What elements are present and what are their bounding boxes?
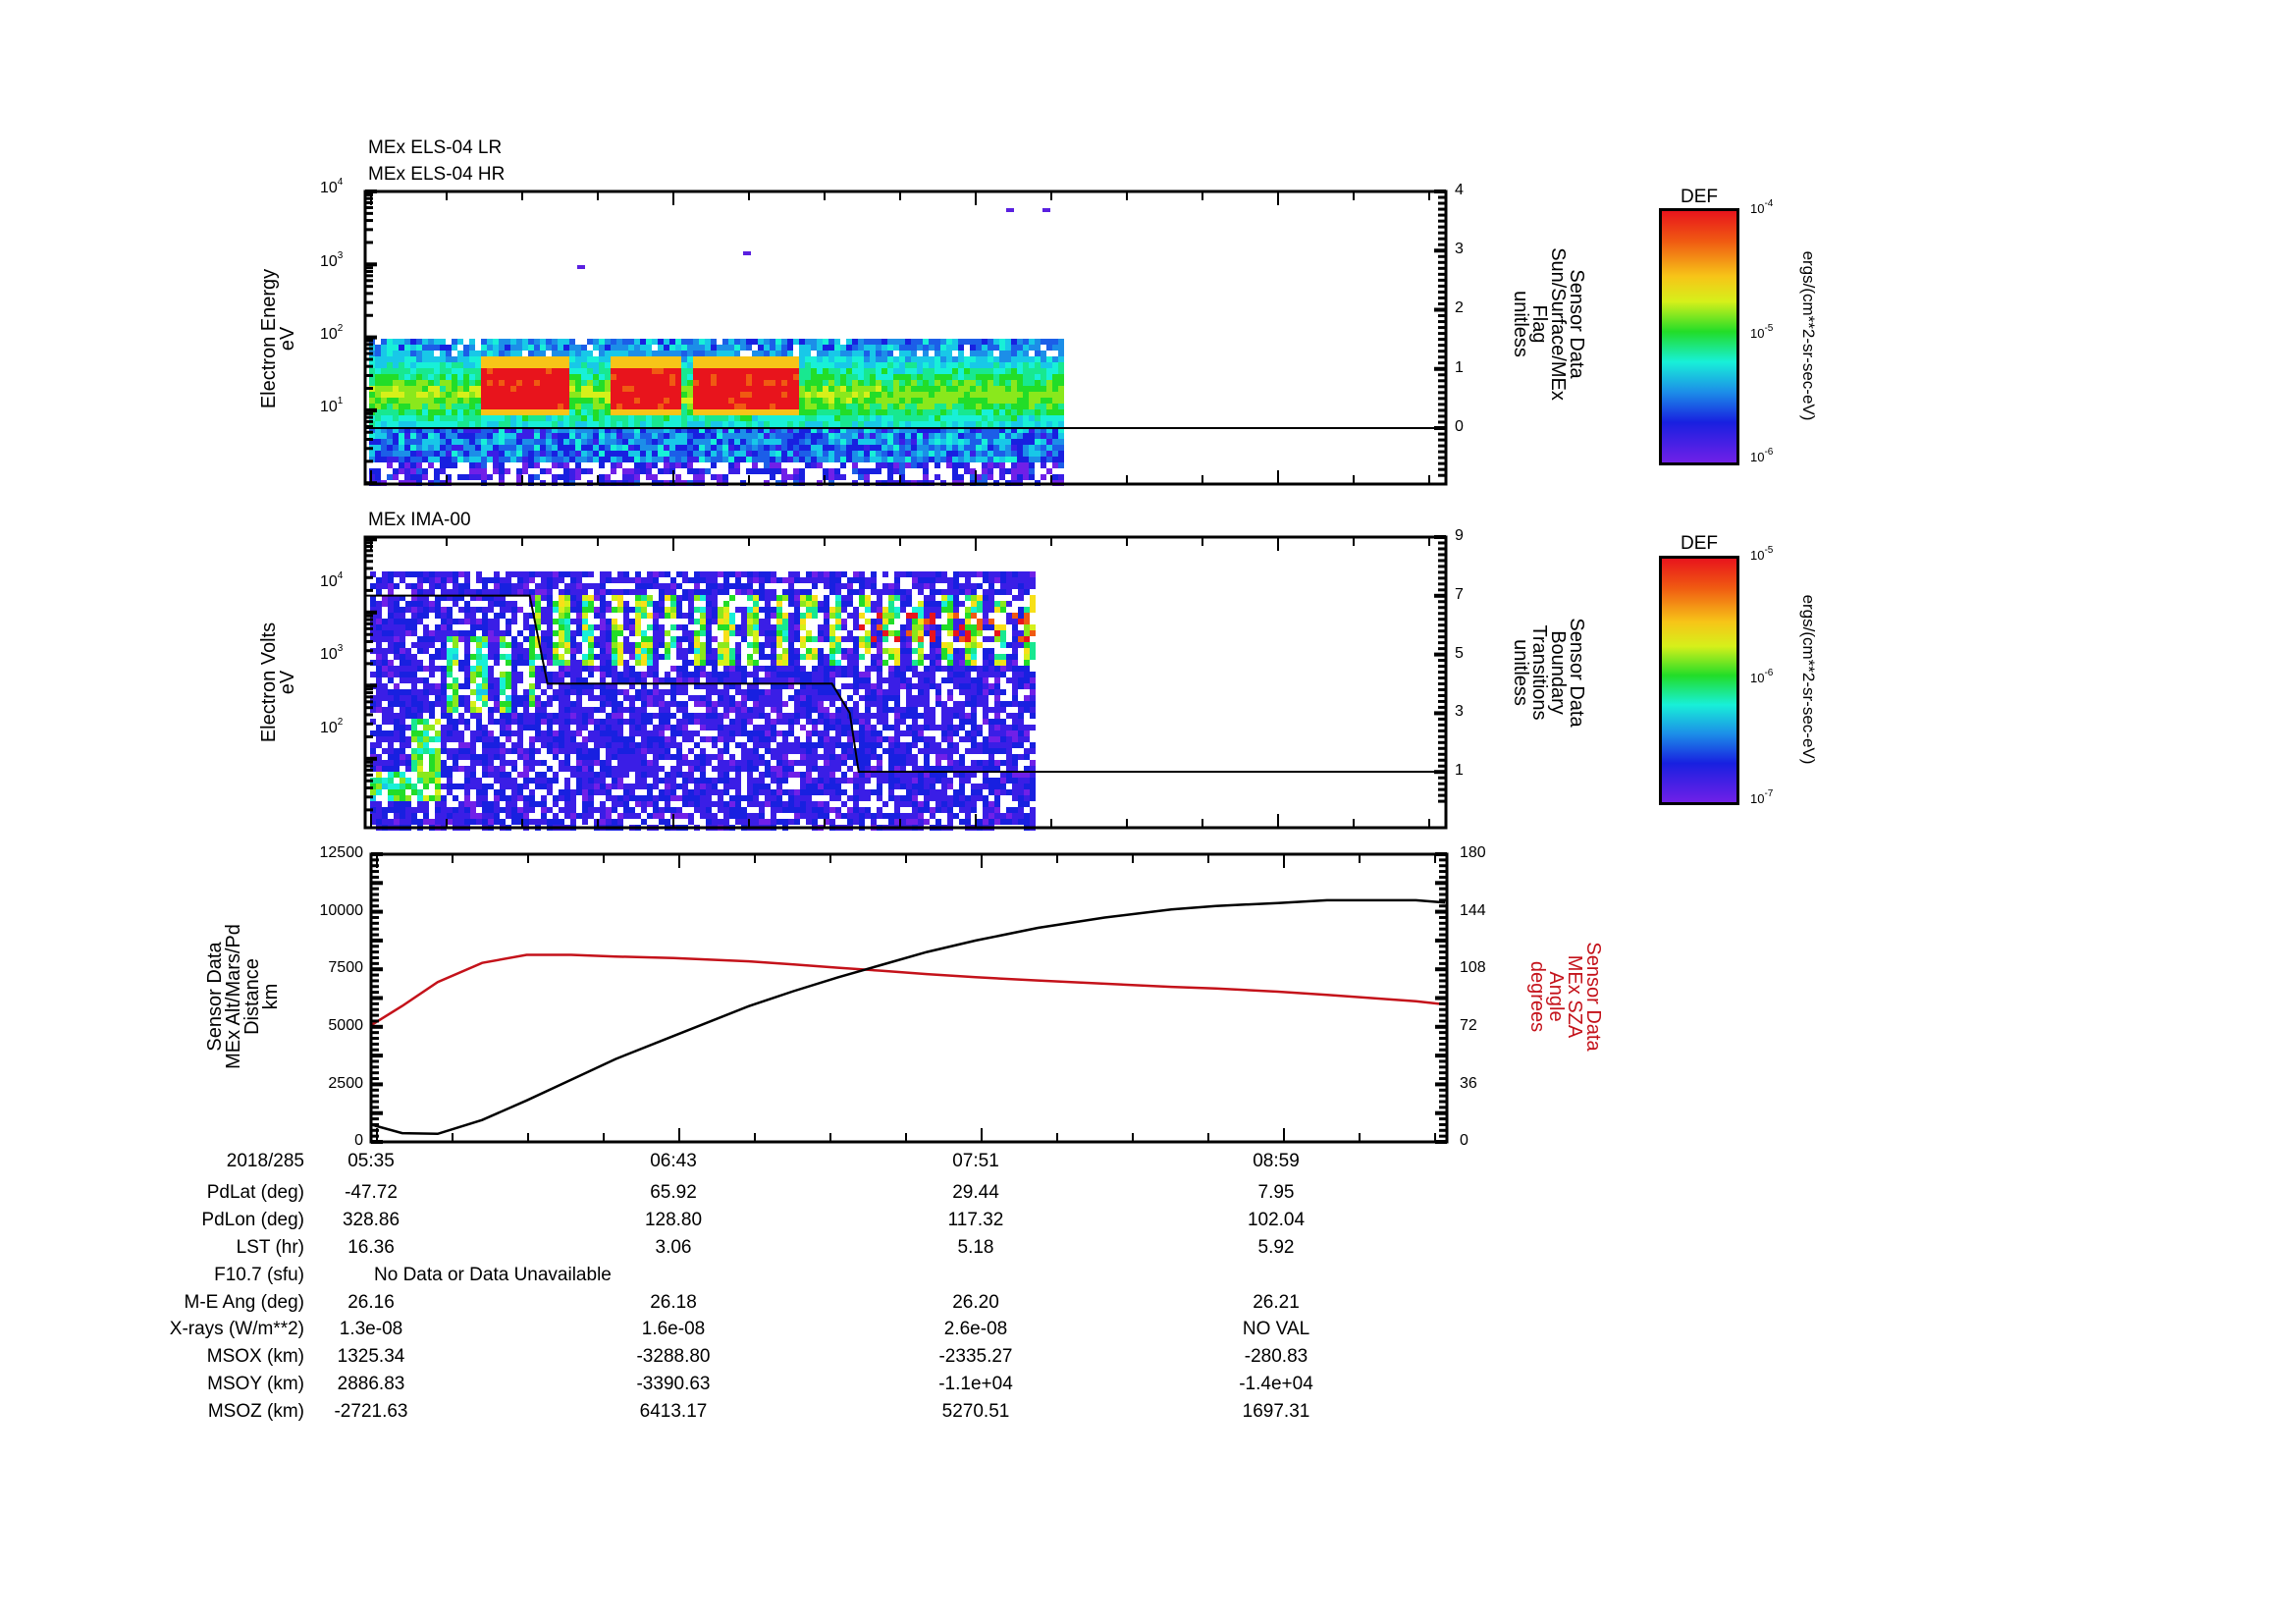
ephemeris-value: 1697.31 bbox=[1242, 1401, 1310, 1422]
ephemeris-value: 2886.83 bbox=[337, 1374, 405, 1394]
ima-colorbar-min: 10-7 bbox=[1750, 788, 1774, 806]
ephemeris-value: 1.3e-08 bbox=[339, 1319, 403, 1339]
ephemeris-value: NO VAL bbox=[1242, 1319, 1310, 1339]
orbit-y2-axis-label: Sensor Data MEx SZA Angle degrees bbox=[1526, 942, 1604, 1052]
els-colorbar bbox=[1659, 208, 1739, 465]
ima-colorbar-max: 10-5 bbox=[1750, 545, 1774, 563]
ephemeris-row-label: X-rays (W/m**2) bbox=[169, 1319, 304, 1339]
time-label: 05:35 bbox=[347, 1151, 395, 1171]
ima-colorbar-title: DEF bbox=[1681, 533, 1718, 554]
ephemeris-value: 5.18 bbox=[957, 1237, 994, 1258]
els-title-lr: MEx ELS-04 LR bbox=[368, 137, 503, 158]
ephemeris-note: No Data or Data Unavailable bbox=[374, 1265, 612, 1285]
ephemeris-value: -1.1e+04 bbox=[938, 1374, 1013, 1394]
ephemeris-row-label: MSOY (km) bbox=[207, 1374, 304, 1394]
els-y2tick: 4 bbox=[1455, 182, 1464, 198]
time-label: 06:43 bbox=[650, 1151, 697, 1171]
orbit-ytick: 2500 bbox=[328, 1075, 363, 1092]
ima-y2tick: 9 bbox=[1455, 527, 1464, 544]
els-colorbar-max: 10-4 bbox=[1750, 198, 1774, 216]
els-y2tick: 3 bbox=[1455, 241, 1464, 257]
ephemeris-value: 3.06 bbox=[655, 1237, 692, 1258]
ephemeris-row-label: MSOX (km) bbox=[206, 1346, 304, 1367]
date-label: 2018/285 bbox=[226, 1151, 304, 1171]
ephemeris-value: 1325.34 bbox=[337, 1346, 405, 1367]
time-label: 07:51 bbox=[952, 1151, 999, 1171]
ephemeris-value: 117.32 bbox=[947, 1210, 1004, 1230]
orbit-y2tick: 0 bbox=[1460, 1132, 1468, 1149]
ephemeris-value: -47.72 bbox=[345, 1182, 398, 1203]
ephemeris-value: 16.36 bbox=[347, 1237, 395, 1258]
ima-colorbar-mid: 10-6 bbox=[1750, 668, 1774, 685]
els-ytick-1e1: 101 bbox=[320, 396, 344, 415]
orbit-ytick: 12500 bbox=[319, 844, 364, 861]
orbit-ytick: 7500 bbox=[328, 959, 363, 976]
orbit-ytick: 5000 bbox=[328, 1017, 363, 1034]
ima-title: MEx IMA-00 bbox=[368, 510, 471, 530]
ephemeris-value: -2335.27 bbox=[938, 1346, 1013, 1367]
ephemeris-row-label: LST (hr) bbox=[236, 1237, 304, 1258]
els-ytick-1e3: 103 bbox=[320, 250, 344, 270]
els-y2tick: 1 bbox=[1455, 359, 1464, 376]
els-ytick-1e4: 104 bbox=[320, 177, 344, 196]
ephemeris-value: -3288.80 bbox=[636, 1346, 711, 1367]
orbit-y2tick: 144 bbox=[1460, 902, 1486, 919]
ima-y2tick: 7 bbox=[1455, 586, 1464, 603]
orbit-ytick: 0 bbox=[354, 1132, 363, 1149]
ima-colorbar bbox=[1659, 556, 1739, 805]
ephemeris-row-label: M-E Ang (deg) bbox=[184, 1292, 305, 1313]
orbit-y2tick: 36 bbox=[1460, 1075, 1477, 1092]
orbit-ytick: 10000 bbox=[319, 902, 364, 919]
orbit-y2tick: 108 bbox=[1460, 959, 1486, 976]
ephemeris-value: 65.92 bbox=[650, 1182, 697, 1203]
ephemeris-value: 128.80 bbox=[644, 1210, 703, 1230]
orbit-y2tick: 180 bbox=[1460, 844, 1486, 861]
ephemeris-value: 26.16 bbox=[347, 1292, 395, 1313]
ephemeris-value: 26.21 bbox=[1253, 1292, 1300, 1313]
time-label: 08:59 bbox=[1253, 1151, 1300, 1171]
ephemeris-value: 102.04 bbox=[1247, 1210, 1306, 1230]
ephemeris-value: 6413.17 bbox=[639, 1401, 708, 1422]
ima-ytick-1e4: 104 bbox=[320, 570, 344, 590]
orbit-y-axis-label: Sensor Data MEx Alt/Mars/Pd Distance km bbox=[204, 924, 282, 1069]
ima-ytick-1e3: 103 bbox=[320, 643, 344, 663]
ephemeris-value: 26.18 bbox=[650, 1292, 697, 1313]
ima-y2tick: 3 bbox=[1455, 703, 1464, 720]
ephemeris-value: -1.4e+04 bbox=[1239, 1374, 1313, 1394]
ephemeris-row-label: F10.7 (sfu) bbox=[214, 1265, 304, 1285]
ephemeris-value: 29.44 bbox=[952, 1182, 999, 1203]
els-colorbar-min: 10-6 bbox=[1750, 447, 1774, 464]
ephemeris-value: -2721.63 bbox=[334, 1401, 408, 1422]
els-ytick-1e2: 102 bbox=[320, 323, 344, 343]
els-y2tick: 2 bbox=[1455, 299, 1464, 316]
ephemeris-value: 328.86 bbox=[342, 1210, 400, 1230]
ephemeris-value: 1.6e-08 bbox=[641, 1319, 706, 1339]
ephemeris-value: 26.20 bbox=[952, 1292, 999, 1313]
ephemeris-row-label: MSOZ (km) bbox=[207, 1401, 304, 1422]
els-title-hr: MEx ELS-04 HR bbox=[368, 164, 506, 185]
orbit-y2tick: 72 bbox=[1460, 1017, 1477, 1034]
ima-y2tick: 1 bbox=[1455, 762, 1464, 779]
ephemeris-value: 5.92 bbox=[1257, 1237, 1295, 1258]
ephemeris-value: -280.83 bbox=[1244, 1346, 1308, 1367]
ephemeris-row-label: PdLat (deg) bbox=[206, 1182, 304, 1203]
ephemeris-row-label: PdLon (deg) bbox=[201, 1210, 304, 1230]
ephemeris-value: 7.95 bbox=[1257, 1182, 1295, 1203]
ima-ytick-1e2: 102 bbox=[320, 717, 344, 736]
els-colorbar-title: DEF bbox=[1681, 187, 1718, 207]
els-colorbar-mid: 10-5 bbox=[1750, 323, 1774, 341]
els-y2tick: 0 bbox=[1455, 418, 1464, 435]
ephemeris-value: -3390.63 bbox=[636, 1374, 711, 1394]
ephemeris-value: 2.6e-08 bbox=[943, 1319, 1008, 1339]
ima-y2tick: 5 bbox=[1455, 645, 1464, 662]
ephemeris-value: 5270.51 bbox=[941, 1401, 1010, 1422]
